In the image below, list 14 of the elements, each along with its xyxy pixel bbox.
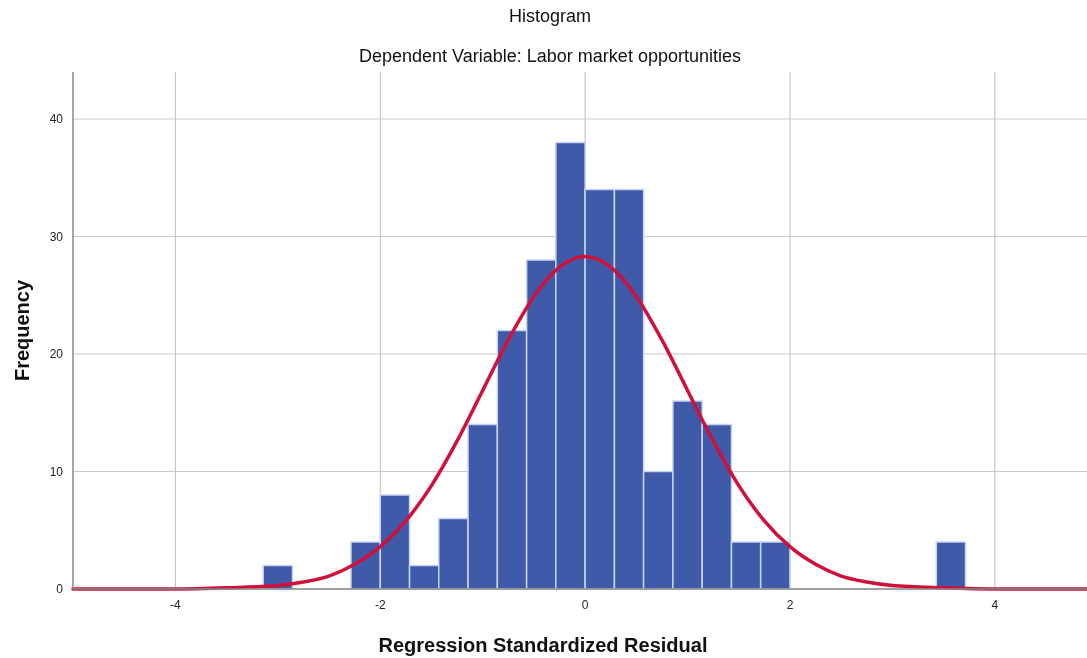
y-axis-title: Frequency (11, 279, 33, 382)
y-tick-label: 10 (49, 464, 64, 479)
y-tick-label: 30 (49, 229, 64, 244)
chart-subtitle: Dependent Variable: Labor market opportunities (359, 46, 741, 66)
x-tick-label: 2 (786, 598, 794, 612)
chart-title: Histogram (508, 6, 592, 26)
y-tick-label: 0 (56, 582, 64, 596)
x-tick-label: -4 (170, 598, 182, 612)
y-tick-label: 20 (49, 347, 64, 361)
x-tick-label: 0 (581, 598, 589, 612)
x-tick-label: 4 (991, 598, 999, 612)
y-tick-label: 40 (49, 112, 64, 126)
x-tick-label: -2 (374, 598, 386, 612)
x-axis-title: Regression Standardized Residual (378, 634, 708, 656)
